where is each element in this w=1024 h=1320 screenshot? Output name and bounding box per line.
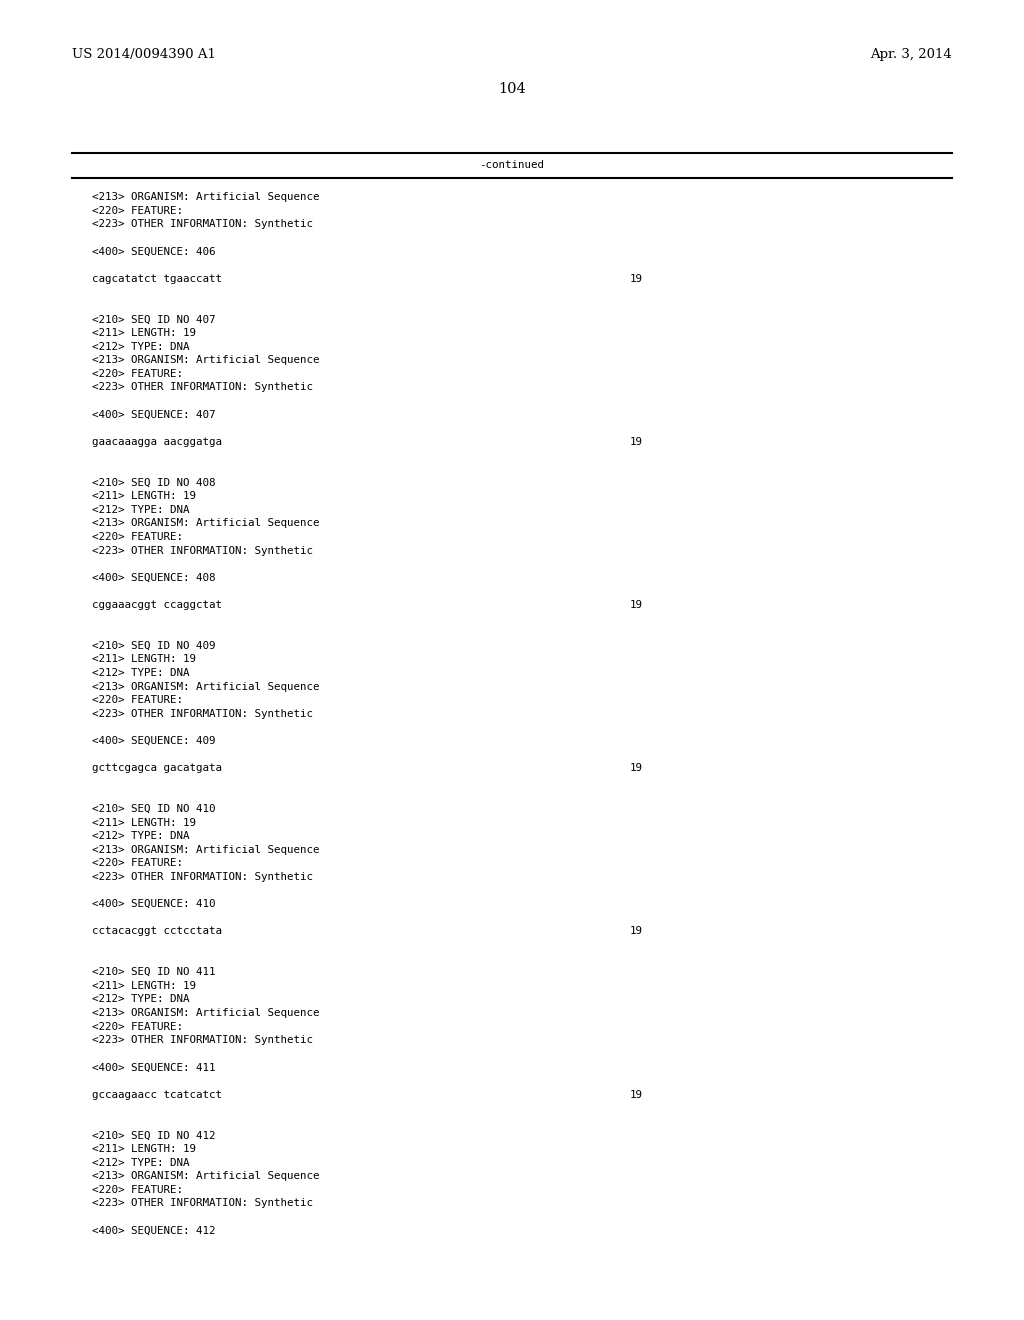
Text: <223> OTHER INFORMATION: Synthetic: <223> OTHER INFORMATION: Synthetic: [92, 219, 313, 230]
Text: gaacaaagga aacggatga: gaacaaagga aacggatga: [92, 437, 222, 446]
Text: <213> ORGANISM: Artificial Sequence: <213> ORGANISM: Artificial Sequence: [92, 519, 319, 528]
Text: <210> SEQ ID NO 412: <210> SEQ ID NO 412: [92, 1130, 215, 1140]
Text: <213> ORGANISM: Artificial Sequence: <213> ORGANISM: Artificial Sequence: [92, 355, 319, 366]
Text: <212> TYPE: DNA: <212> TYPE: DNA: [92, 1158, 189, 1168]
Text: <223> OTHER INFORMATION: Synthetic: <223> OTHER INFORMATION: Synthetic: [92, 383, 313, 392]
Text: 19: 19: [630, 763, 643, 774]
Text: 19: 19: [630, 601, 643, 610]
Text: <210> SEQ ID NO 409: <210> SEQ ID NO 409: [92, 640, 215, 651]
Text: <223> OTHER INFORMATION: Synthetic: <223> OTHER INFORMATION: Synthetic: [92, 1035, 313, 1045]
Text: -continued: -continued: [479, 160, 545, 170]
Text: 19: 19: [630, 437, 643, 446]
Text: 19: 19: [630, 927, 643, 936]
Text: <223> OTHER INFORMATION: Synthetic: <223> OTHER INFORMATION: Synthetic: [92, 873, 313, 882]
Text: <212> TYPE: DNA: <212> TYPE: DNA: [92, 504, 189, 515]
Text: <210> SEQ ID NO 407: <210> SEQ ID NO 407: [92, 314, 215, 325]
Text: Apr. 3, 2014: Apr. 3, 2014: [870, 48, 952, 61]
Text: <210> SEQ ID NO 410: <210> SEQ ID NO 410: [92, 804, 215, 814]
Text: US 2014/0094390 A1: US 2014/0094390 A1: [72, 48, 216, 61]
Text: <213> ORGANISM: Artificial Sequence: <213> ORGANISM: Artificial Sequence: [92, 1171, 319, 1181]
Text: <212> TYPE: DNA: <212> TYPE: DNA: [92, 342, 189, 351]
Text: 19: 19: [630, 273, 643, 284]
Text: <211> LENGTH: 19: <211> LENGTH: 19: [92, 817, 196, 828]
Text: <400> SEQUENCE: 408: <400> SEQUENCE: 408: [92, 573, 215, 583]
Text: <400> SEQUENCE: 409: <400> SEQUENCE: 409: [92, 737, 215, 746]
Text: <220> FEATURE:: <220> FEATURE:: [92, 368, 183, 379]
Text: <400> SEQUENCE: 410: <400> SEQUENCE: 410: [92, 899, 215, 909]
Text: <212> TYPE: DNA: <212> TYPE: DNA: [92, 994, 189, 1005]
Text: <212> TYPE: DNA: <212> TYPE: DNA: [92, 832, 189, 841]
Text: <211> LENGTH: 19: <211> LENGTH: 19: [92, 491, 196, 502]
Text: gccaagaacc tcatcatct: gccaagaacc tcatcatct: [92, 1089, 222, 1100]
Text: <211> LENGTH: 19: <211> LENGTH: 19: [92, 1144, 196, 1154]
Text: <213> ORGANISM: Artificial Sequence: <213> ORGANISM: Artificial Sequence: [92, 845, 319, 855]
Text: 104: 104: [498, 82, 526, 96]
Text: <220> FEATURE:: <220> FEATURE:: [92, 532, 183, 543]
Text: <220> FEATURE:: <220> FEATURE:: [92, 696, 183, 705]
Text: <210> SEQ ID NO 408: <210> SEQ ID NO 408: [92, 478, 215, 487]
Text: <220> FEATURE:: <220> FEATURE:: [92, 1185, 183, 1195]
Text: <220> FEATURE:: <220> FEATURE:: [92, 858, 183, 869]
Text: <213> ORGANISM: Artificial Sequence: <213> ORGANISM: Artificial Sequence: [92, 1008, 319, 1018]
Text: <211> LENGTH: 19: <211> LENGTH: 19: [92, 655, 196, 664]
Text: <213> ORGANISM: Artificial Sequence: <213> ORGANISM: Artificial Sequence: [92, 191, 319, 202]
Text: <210> SEQ ID NO 411: <210> SEQ ID NO 411: [92, 968, 215, 977]
Text: <211> LENGTH: 19: <211> LENGTH: 19: [92, 981, 196, 991]
Text: <400> SEQUENCE: 407: <400> SEQUENCE: 407: [92, 409, 215, 420]
Text: <400> SEQUENCE: 406: <400> SEQUENCE: 406: [92, 247, 215, 256]
Text: <400> SEQUENCE: 411: <400> SEQUENCE: 411: [92, 1063, 215, 1072]
Text: <220> FEATURE:: <220> FEATURE:: [92, 206, 183, 215]
Text: <213> ORGANISM: Artificial Sequence: <213> ORGANISM: Artificial Sequence: [92, 681, 319, 692]
Text: cctacacggt cctcctata: cctacacggt cctcctata: [92, 927, 222, 936]
Text: <223> OTHER INFORMATION: Synthetic: <223> OTHER INFORMATION: Synthetic: [92, 709, 313, 719]
Text: <211> LENGTH: 19: <211> LENGTH: 19: [92, 327, 196, 338]
Text: <223> OTHER INFORMATION: Synthetic: <223> OTHER INFORMATION: Synthetic: [92, 1199, 313, 1208]
Text: <212> TYPE: DNA: <212> TYPE: DNA: [92, 668, 189, 678]
Text: <400> SEQUENCE: 412: <400> SEQUENCE: 412: [92, 1225, 215, 1236]
Text: cggaaacggt ccaggctat: cggaaacggt ccaggctat: [92, 601, 222, 610]
Text: 19: 19: [630, 1089, 643, 1100]
Text: <220> FEATURE:: <220> FEATURE:: [92, 1022, 183, 1032]
Text: gcttcgagca gacatgata: gcttcgagca gacatgata: [92, 763, 222, 774]
Text: cagcatatct tgaaccatt: cagcatatct tgaaccatt: [92, 273, 222, 284]
Text: <223> OTHER INFORMATION: Synthetic: <223> OTHER INFORMATION: Synthetic: [92, 545, 313, 556]
